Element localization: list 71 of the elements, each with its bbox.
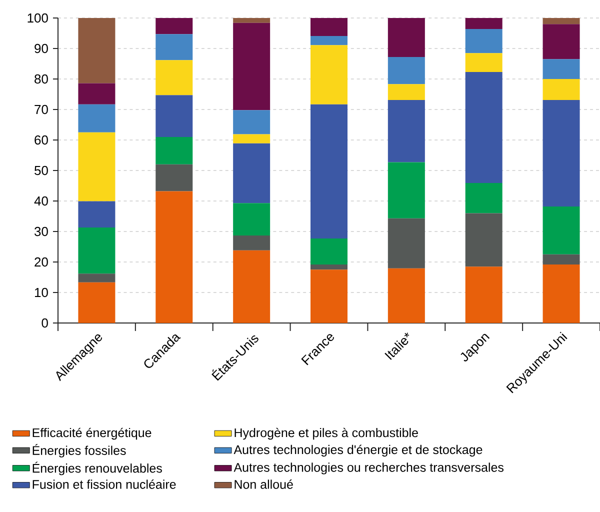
bar [310, 104, 348, 239]
bar [233, 203, 270, 236]
legend-label: Non alloué [234, 480, 293, 489]
y-tick-label: 50 [34, 166, 48, 176]
y-tick-label: 60 [34, 135, 48, 145]
bar [78, 201, 116, 228]
bar [156, 164, 193, 192]
bar [156, 18, 193, 34]
bar [542, 59, 580, 79]
bar [156, 136, 193, 164]
bar [310, 45, 348, 104]
bar [78, 274, 116, 282]
bar [78, 228, 116, 274]
bar [156, 60, 193, 96]
bar [542, 264, 580, 323]
bar [388, 57, 425, 84]
bar [542, 18, 580, 24]
legend-label: Autres technologies ou recherches transversales [234, 462, 504, 474]
bar [310, 264, 348, 270]
bar [388, 18, 425, 58]
bar [310, 18, 348, 36]
bar [542, 24, 580, 60]
y-tick-label: 100 [28, 13, 48, 23]
bar [542, 78, 580, 100]
legend-label: Énergies fossiles [32, 444, 126, 458]
bar [465, 72, 502, 184]
bar [465, 213, 502, 267]
bar [78, 132, 116, 202]
bar [310, 36, 348, 46]
bar [388, 100, 425, 162]
bar [465, 28, 502, 54]
legend-label: Efficacité énergétique [32, 428, 152, 440]
bar [233, 22, 270, 110]
bar [156, 95, 193, 137]
legend-label: Hydrogène et piles à combustible [234, 428, 418, 440]
bar [78, 282, 116, 323]
y-tick-label: 30 [34, 226, 48, 236]
bar [310, 270, 348, 323]
legend-label: Énergies renouvelables [32, 462, 162, 476]
bar [78, 18, 116, 84]
bar [542, 254, 580, 264]
bar [388, 268, 425, 323]
bar [78, 104, 116, 132]
bar [310, 238, 348, 264]
y-tick-label: 0 [42, 318, 48, 328]
bar [465, 266, 502, 323]
bar [388, 162, 425, 218]
bar [388, 218, 425, 268]
bar [542, 100, 580, 206]
y-tick-label: 40 [34, 196, 48, 206]
y-tick-label: 70 [34, 104, 48, 114]
bar [233, 18, 270, 23]
bar [465, 53, 502, 72]
bar [233, 235, 270, 250]
bar [156, 34, 193, 60]
bar [542, 206, 580, 254]
y-tick-label: 90 [34, 44, 48, 54]
y-tick-label: 20 [34, 257, 48, 267]
bar [233, 250, 270, 323]
bar [156, 191, 193, 323]
bar [233, 110, 270, 134]
bar [465, 18, 502, 29]
legend-label: Fusion et fission nucléaire [32, 480, 176, 489]
y-tick-label: 80 [34, 74, 48, 84]
bar [388, 84, 425, 100]
bar [465, 183, 502, 214]
bar [233, 134, 270, 144]
legend-label: Autres technologies d'énergie et de stockage [234, 444, 482, 457]
bar [233, 143, 270, 204]
bar [78, 83, 116, 104]
y-tick-label: 10 [34, 288, 48, 298]
